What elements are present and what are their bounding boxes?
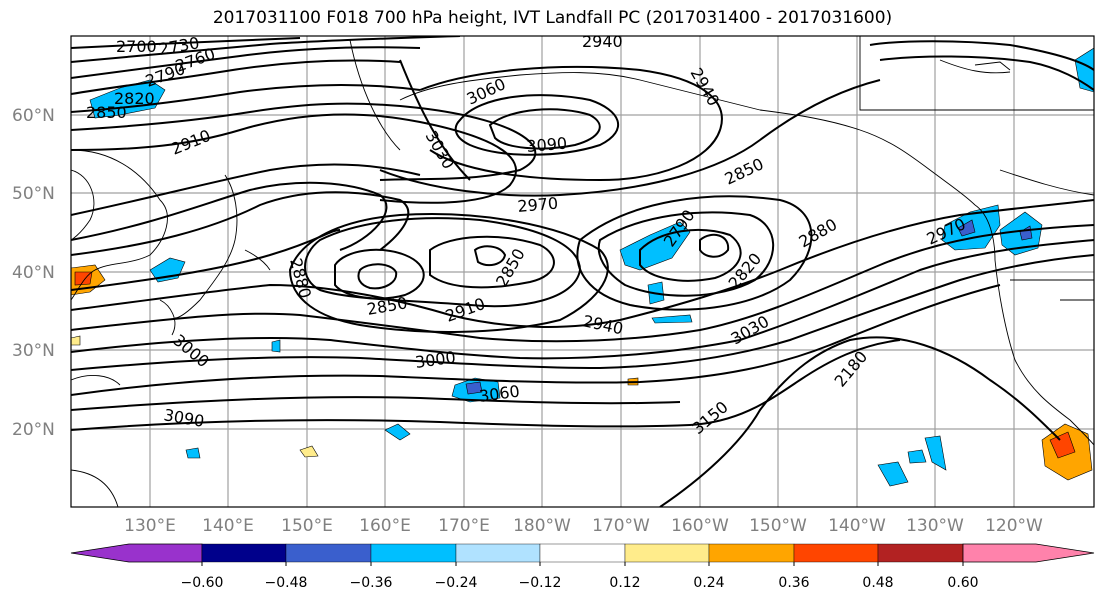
colorbar-tick: −0.36	[350, 575, 393, 591]
lon-label: 170°W	[592, 516, 650, 536]
lon-label: 170°E	[438, 516, 490, 536]
contour-label: 2700	[116, 37, 157, 56]
contour-label: 2820	[114, 89, 155, 108]
colorbar-tick: 0.48	[862, 575, 893, 591]
colorbar-tick: 0.12	[609, 575, 640, 591]
map-frame	[70, 35, 1095, 508]
lon-label: 150°E	[281, 516, 333, 536]
colorbar-segment	[793, 543, 879, 563]
contour-label: 3090	[526, 134, 568, 156]
lat-label: 20°N	[12, 420, 55, 440]
colorbar-segment	[285, 543, 372, 563]
colorbar-segment	[370, 543, 457, 563]
lon-label: 140°E	[202, 516, 254, 536]
contour-label: 2970	[517, 194, 559, 216]
height-contours	[71, 36, 1094, 507]
latitude-labels: 60°N 50°N 40°N 30°N 20°N	[12, 106, 55, 440]
colorbar-ticks: −0.60 −0.48 −0.36 −0.24 −0.12 0.12 0.24 …	[181, 575, 979, 591]
lon-label: 160°E	[359, 516, 411, 536]
colorbar-segment	[455, 543, 541, 563]
colorbar-tick: 0.36	[778, 575, 809, 591]
lon-label: 140°W	[828, 516, 886, 536]
contour-label: 2850	[86, 103, 127, 122]
lon-label: 120°W	[985, 516, 1043, 536]
lat-label: 50°N	[12, 184, 55, 204]
lon-label: 180°W	[513, 516, 571, 536]
colorbar-tick: −0.12	[519, 575, 562, 591]
lon-label: 130°W	[906, 516, 964, 536]
colorbar-tick: −0.60	[181, 575, 224, 591]
colorbar-segment	[539, 543, 626, 563]
colorbar-tick: 0.24	[693, 575, 724, 591]
colorbar-segment	[70, 543, 203, 563]
ivt-shading	[71, 47, 1094, 487]
lon-label: 160°W	[671, 516, 729, 536]
lon-label: 150°W	[749, 516, 807, 536]
colorbar-tick: −0.24	[435, 575, 478, 591]
colorbar	[70, 543, 1095, 566]
longitude-labels: 130°E 140°E 150°E 160°E 170°E 180°W 170°…	[124, 516, 1043, 536]
colorbar-tick: 0.60	[947, 575, 978, 591]
colorbar-segment	[708, 543, 795, 563]
colorbar-segment	[962, 543, 1095, 563]
contour-label: 2940	[582, 32, 623, 51]
colorbar-segment	[624, 543, 710, 563]
map-title: 2017031100 F018 700 hPa height, IVT Land…	[212, 8, 893, 28]
colorbar-tick: −0.48	[265, 575, 308, 591]
lon-label: 130°E	[124, 516, 176, 536]
colorbar-segment	[877, 543, 964, 563]
lat-label: 30°N	[12, 341, 55, 361]
colorbar-segment	[201, 543, 287, 563]
lat-label: 40°N	[12, 263, 55, 283]
contour-label: 2730	[157, 33, 200, 59]
lat-label: 60°N	[12, 106, 55, 126]
